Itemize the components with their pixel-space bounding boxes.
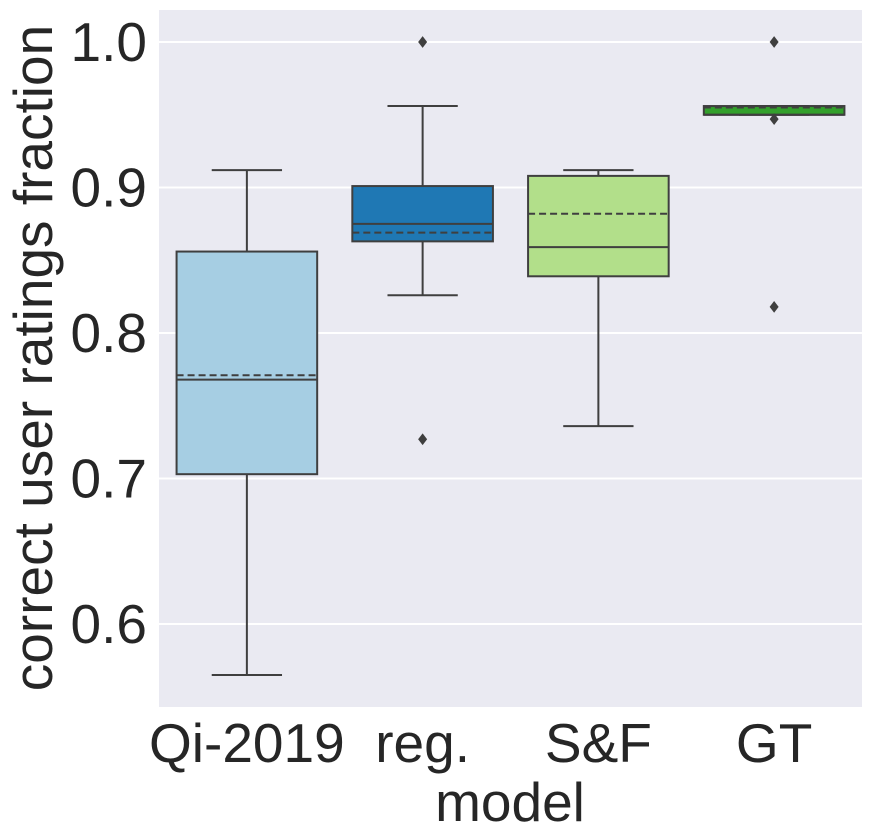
y-tick-label: 1.0 (71, 11, 147, 73)
outlier-point (418, 36, 428, 48)
box (527, 174, 670, 278)
x-axis-label: model (435, 771, 585, 833)
box-group (527, 169, 670, 428)
y-tick-label: 0.8 (71, 302, 147, 364)
x-tick-label: Qi-2019 (149, 712, 345, 774)
x-tick-label: reg. (375, 712, 470, 774)
boxes (175, 36, 846, 676)
y-tick-label: 0.9 (71, 157, 147, 219)
box-group (351, 36, 494, 446)
x-tick-label: GT (736, 712, 812, 774)
box-group (702, 36, 846, 313)
box-group (175, 169, 319, 676)
outlier-point (769, 113, 779, 125)
y-tick-label: 0.6 (71, 593, 147, 655)
outlier-point (769, 36, 779, 48)
outlier-point (418, 433, 428, 446)
x-tick-label: S&F (545, 712, 652, 774)
box (175, 250, 319, 476)
outlier-point (769, 300, 779, 313)
x-tick-labels: Qi-2019 reg. S&F GT (149, 712, 812, 774)
y-tick-label: 0.7 (71, 448, 147, 510)
y-axis-label: correct user ratings fraction (2, 25, 64, 691)
y-tick-labels: 0.6 0.7 0.8 0.9 1.0 (71, 11, 147, 655)
